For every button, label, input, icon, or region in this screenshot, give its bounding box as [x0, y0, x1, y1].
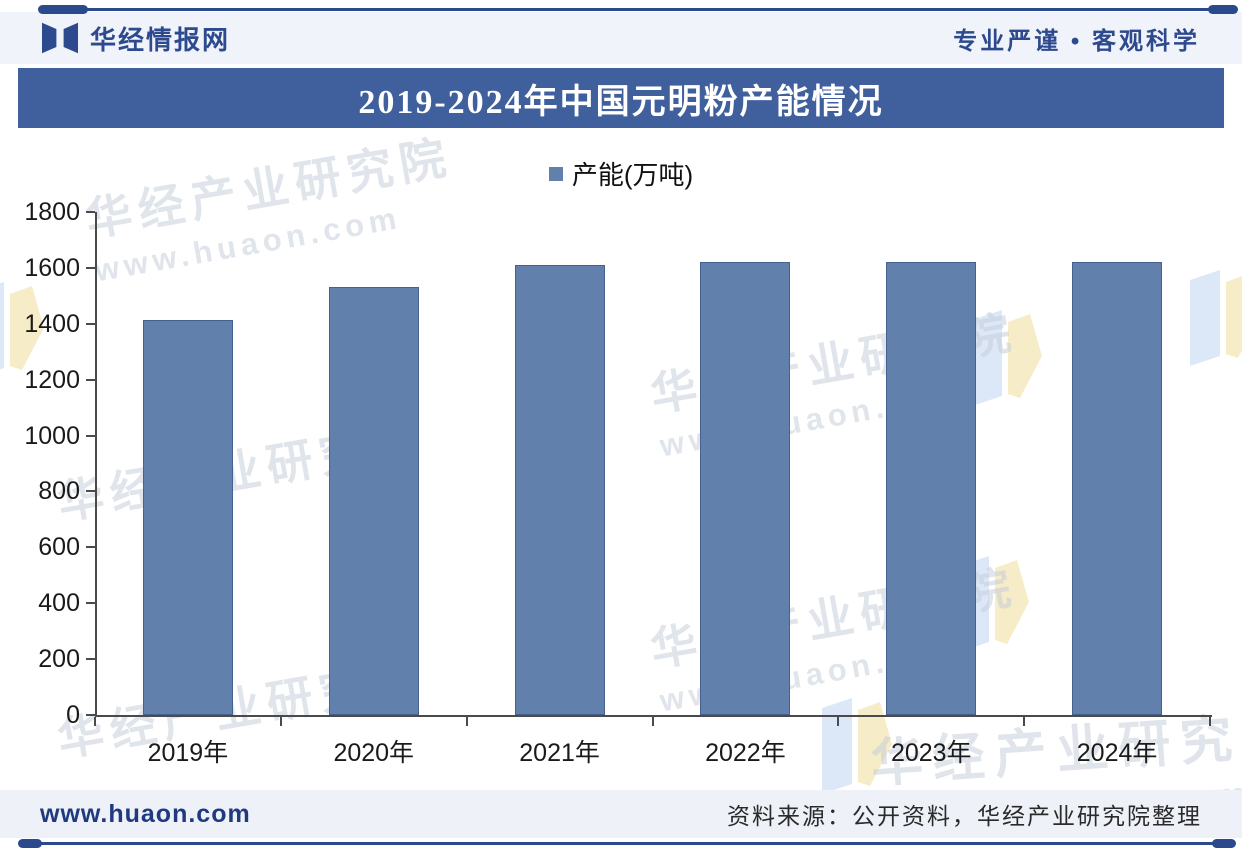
y-axis-label-1200: 1200 [24, 365, 80, 394]
y-axis-tick [86, 322, 95, 325]
plot-area [95, 212, 1212, 717]
y-axis-tick [86, 434, 95, 437]
y-axis-label-0: 0 [66, 701, 80, 729]
bottom-divider [30, 842, 1216, 845]
y-axis-label-1600: 1600 [24, 253, 80, 282]
legend-label: 产能(万吨) [571, 160, 694, 190]
legend: 产能(万吨) [0, 155, 1242, 192]
x-axis-label-2021年: 2021年 [519, 739, 600, 767]
footer-source-note: 资料来源：公开资料，华经产业研究院整理 [727, 803, 1202, 829]
bar-2019年 [142, 320, 233, 715]
bar-2024年 [1072, 262, 1163, 715]
brand: 华经情报网 [42, 20, 230, 57]
top-divider-cap-right [1208, 5, 1238, 14]
y-axis-tick [86, 714, 95, 716]
footer: www.huaon.com 资料来源：公开资料，华经产业研究院整理 [0, 790, 1242, 838]
bar-2021年 [514, 265, 605, 715]
y-axis-label-800: 800 [38, 477, 80, 506]
bar-2020年 [328, 287, 419, 715]
top-divider [60, 8, 1230, 11]
y-axis-tick [86, 211, 95, 213]
x-axis-tick [465, 717, 468, 726]
legend-swatch-icon [548, 166, 563, 181]
y-axis-tick [86, 378, 95, 381]
y-axis-label-400: 400 [38, 589, 80, 618]
y-axis-label-1000: 1000 [24, 421, 80, 450]
top-divider-cap-left [38, 5, 88, 14]
footer-site-url: www.huaon.com [40, 799, 251, 828]
chart-title: 2019-2024年中国元明粉产能情况 [358, 83, 884, 121]
bar-2023年 [886, 262, 977, 715]
y-axis-label-1800: 1800 [24, 198, 80, 226]
x-axis-tick [651, 717, 654, 726]
x-axis-label-2023年: 2023年 [890, 739, 972, 767]
x-axis-tick [279, 717, 282, 726]
bar-2022年 [700, 262, 791, 715]
bottom-divider-cap-right [1212, 839, 1236, 848]
y-axis-tick [86, 658, 95, 661]
huajing-book-logo-icon [42, 21, 78, 55]
x-axis-tick [94, 717, 96, 726]
y-axis-tick [86, 602, 95, 605]
brand-name: 华经情报网 [90, 24, 231, 55]
x-axis-tick [837, 717, 840, 726]
y-axis-label-200: 200 [38, 645, 80, 674]
x-axis-tick [1023, 717, 1026, 726]
y-axis-tick [86, 266, 95, 269]
x-axis-tick [1209, 717, 1211, 726]
y-axis-tick [86, 490, 95, 493]
y-axis-label-600: 600 [38, 533, 80, 562]
title-bar: 2019-2024年中国元明粉产能情况 [18, 68, 1224, 128]
x-axis-label-2020年: 2020年 [333, 739, 415, 767]
header: 华经情报网 专业严谨 • 客观科学 [0, 12, 1242, 64]
y-axis-tick [86, 546, 95, 549]
header-slogan: 专业严谨 • 客观科学 [953, 27, 1200, 55]
x-axis-label-2024年: 2024年 [1076, 739, 1158, 767]
x-axis-label-2019年: 2019年 [147, 739, 229, 767]
x-axis-label-2022年: 2022年 [705, 739, 786, 767]
y-axis-label-1400: 1400 [24, 309, 80, 338]
bottom-divider-cap-left [18, 839, 42, 848]
